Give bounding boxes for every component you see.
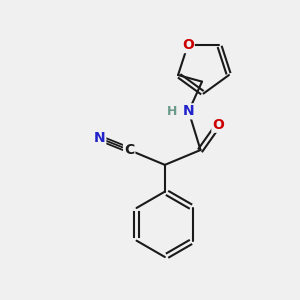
Text: N: N	[94, 131, 105, 145]
Text: H: H	[167, 105, 178, 118]
Text: N: N	[183, 104, 194, 118]
Text: O: O	[182, 38, 194, 52]
Text: O: O	[212, 118, 224, 132]
Text: C: C	[124, 143, 134, 157]
